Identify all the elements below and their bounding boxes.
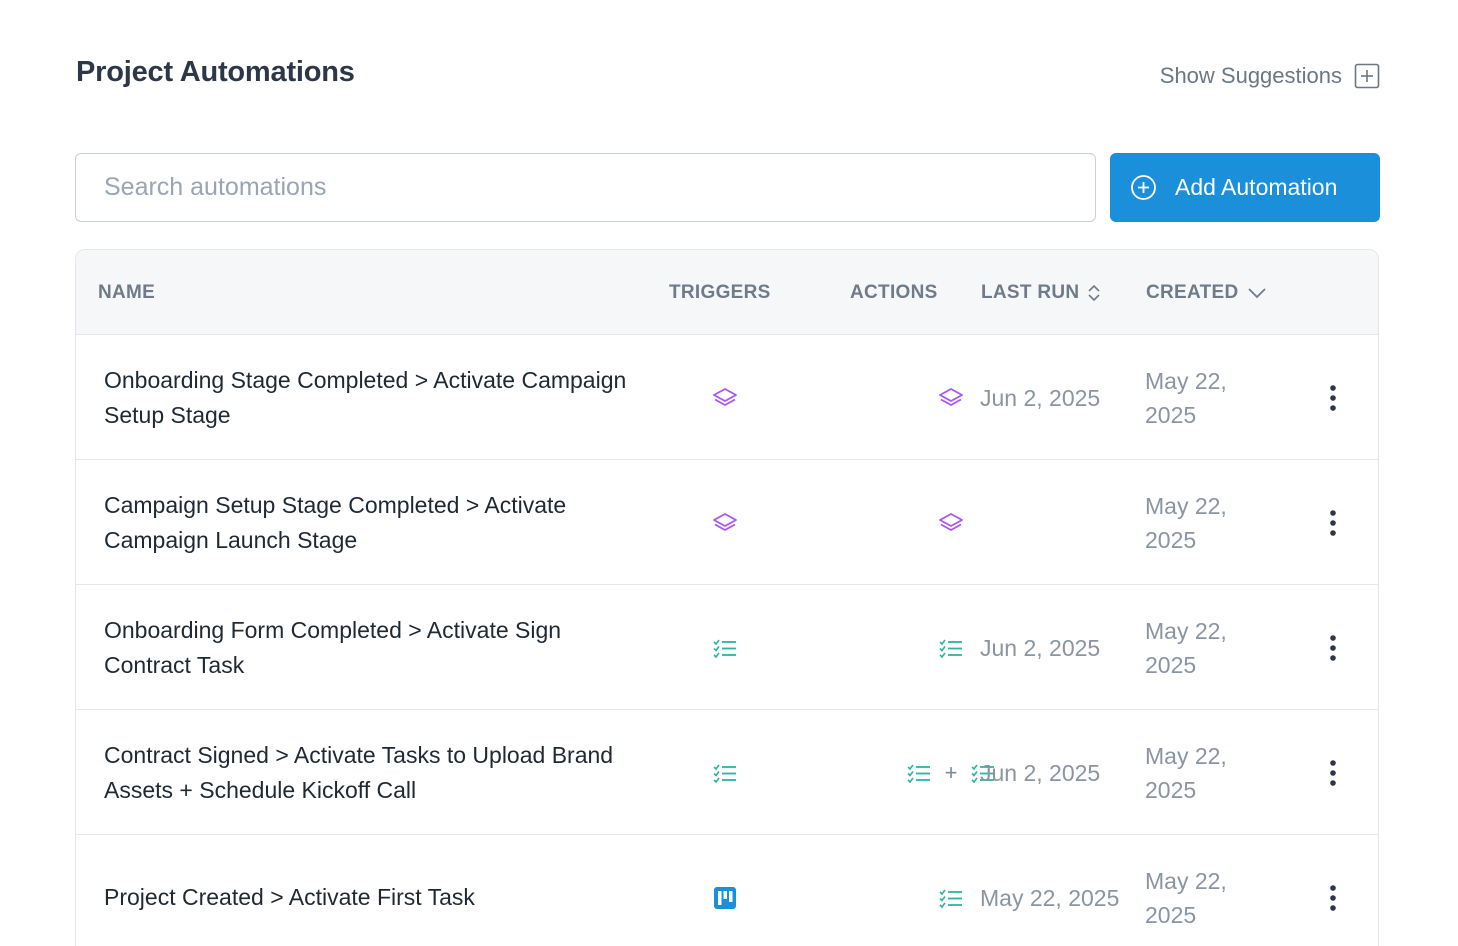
last-run-value: Jun 2, 2025 — [980, 384, 1101, 411]
actions-cell — [846, 585, 1056, 710]
plus-square-icon — [1354, 63, 1380, 89]
row-menu-button[interactable] — [1318, 710, 1348, 835]
plus-circle-icon — [1131, 175, 1156, 200]
show-suggestions-toggle[interactable]: Show Suggestions — [1160, 63, 1380, 89]
task-list-icon — [713, 639, 736, 658]
actions-cell — [846, 835, 1056, 946]
trigger-cell — [710, 460, 740, 585]
show-suggestions-label: Show Suggestions — [1159, 63, 1342, 88]
automation-name[interactable]: Onboarding Stage Completed > Activate Ca… — [104, 366, 627, 428]
kebab-menu-icon — [1330, 634, 1336, 661]
table-row[interactable]: Contract Signed > Activate Tasks to Uplo… — [76, 710, 1378, 835]
chevron-down-icon — [1247, 287, 1266, 298]
table-row[interactable]: Onboarding Stage Completed > Activate Ca… — [76, 335, 1378, 460]
stage-layers-icon — [939, 512, 963, 531]
actions-cell — [846, 335, 1056, 460]
project-board-icon — [714, 886, 736, 909]
task-list-icon — [939, 639, 962, 658]
column-header-created[interactable]: CREATED — [1146, 250, 1267, 335]
kebab-menu-icon — [1330, 759, 1336, 786]
automation-name[interactable]: Campaign Setup Stage Completed > Activat… — [104, 491, 567, 553]
task-list-icon — [713, 764, 736, 783]
table-row[interactable]: Onboarding Form Completed > Activate Sig… — [76, 585, 1378, 710]
automation-name[interactable]: Contract Signed > Activate Tasks to Uplo… — [104, 741, 614, 803]
created-value: May 22, 2025 — [1145, 492, 1227, 553]
table-row[interactable]: Project Created > Activate First Task May… — [76, 835, 1378, 946]
stage-layers-icon — [939, 387, 963, 406]
column-header-name: NAME — [98, 281, 156, 303]
created-value: May 22, 2025 — [1145, 617, 1227, 678]
last-run-value — [980, 460, 1130, 585]
actions-cell — [846, 460, 1056, 585]
trigger-cell — [710, 835, 740, 946]
created-value: May 22, 2025 — [1145, 867, 1227, 928]
kebab-menu-icon — [1330, 509, 1336, 536]
created-value: May 22, 2025 — [1145, 367, 1227, 428]
table-row[interactable]: Campaign Setup Stage Completed > Activat… — [76, 460, 1378, 585]
column-header-triggers: TRIGGERS — [669, 281, 771, 303]
add-automation-button[interactable]: Add Automation — [1110, 153, 1380, 222]
row-menu-button[interactable] — [1318, 585, 1348, 710]
kebab-menu-icon — [1330, 884, 1336, 911]
search-input[interactable] — [75, 153, 1096, 222]
stage-layers-icon — [713, 387, 737, 406]
column-header-actions: ACTIONS — [850, 281, 938, 303]
task-list-icon — [971, 764, 995, 783]
trigger-cell — [710, 585, 740, 710]
row-menu-button[interactable] — [1318, 460, 1348, 585]
automation-name[interactable]: Project Created > Activate First Task — [104, 884, 475, 910]
created-value: May 22, 2025 — [1145, 742, 1227, 803]
trigger-cell — [710, 335, 740, 460]
task-list-icon — [939, 889, 962, 908]
row-menu-button[interactable] — [1318, 335, 1348, 460]
last-run-value: May 22, 2025 — [980, 884, 1120, 911]
automations-table: NAME TRIGGERS ACTIONS LAST RUN CREATED — [75, 249, 1379, 946]
last-run-value: Jun 2, 2025 — [980, 759, 1101, 786]
table-header: NAME TRIGGERS ACTIONS LAST RUN CREATED — [76, 250, 1378, 335]
add-automation-label: Add Automation — [1175, 174, 1338, 200]
column-header-last-run[interactable]: LAST RUN — [981, 250, 1101, 335]
table-body: Onboarding Stage Completed > Activate Ca… — [76, 335, 1378, 946]
task-list-icon — [906, 764, 930, 783]
action-separator: + — [944, 759, 958, 785]
sort-updown-icon — [1088, 284, 1101, 301]
stage-layers-icon — [713, 512, 737, 531]
kebab-menu-icon — [1330, 384, 1336, 411]
row-menu-button[interactable] — [1318, 835, 1348, 946]
page-title: Project Automations — [76, 56, 355, 88]
automation-name[interactable]: Onboarding Form Completed > Activate Sig… — [104, 616, 562, 678]
trigger-cell — [710, 710, 740, 835]
actions-cell: + — [846, 710, 1056, 835]
last-run-value: Jun 2, 2025 — [980, 634, 1101, 661]
